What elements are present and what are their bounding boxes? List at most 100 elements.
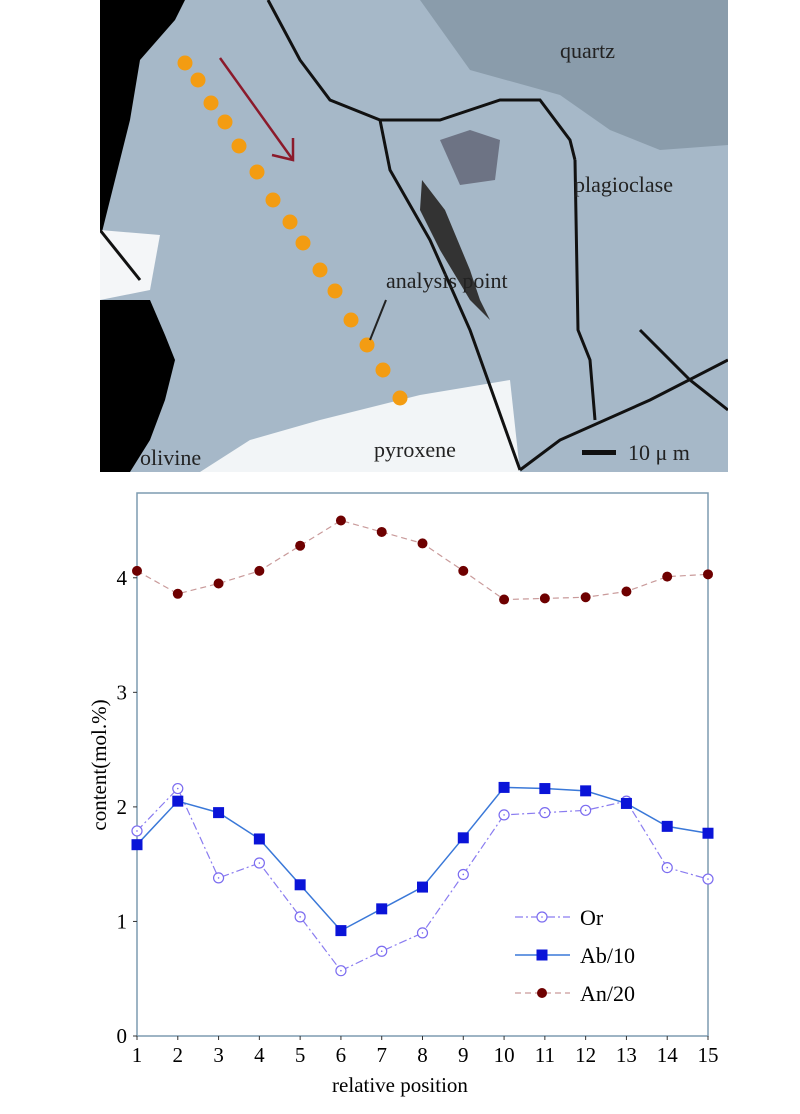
data-point-center: [340, 969, 342, 972]
dark-region: [100, 0, 185, 240]
x-tick-label: 4: [254, 1043, 265, 1067]
legend-marker: [537, 988, 547, 998]
series-line: [136, 787, 709, 972]
x-tick-label: 5: [295, 1043, 306, 1067]
data-point-center: [380, 950, 383, 953]
data-point-center: [544, 811, 546, 814]
data-point: [213, 578, 224, 589]
analysis-point-dot: [392, 390, 408, 406]
analysis-point-dot: [359, 337, 375, 353]
x-axis-ticks: 1 2 3 4 5 6 7 8 9 10 11 12 13 14 15: [132, 1036, 719, 1067]
series-an-20: [132, 515, 713, 605]
analysis-point-dot: [282, 214, 298, 230]
x-tick-label: 12: [575, 1043, 596, 1067]
x-tick-label: 8: [417, 1043, 428, 1067]
data-point: [417, 881, 428, 893]
data-point-center: [503, 814, 505, 816]
y-tick-label: 3: [117, 680, 128, 704]
data-point: [254, 565, 265, 576]
x-tick-label: 9: [458, 1043, 469, 1067]
x-tick-label: 14: [657, 1043, 679, 1067]
data-point: [580, 592, 591, 603]
series-or: [131, 782, 714, 977]
analysis-points: [177, 55, 408, 406]
data-point: [131, 839, 143, 851]
data-point: [457, 832, 469, 844]
x-tick-label: 13: [616, 1043, 637, 1067]
analysis-point-dot: [265, 192, 281, 208]
plot-frame: [136, 492, 709, 1037]
data-point-center: [299, 916, 301, 918]
dark-region-lower: [100, 300, 175, 472]
data-point-center: [462, 873, 465, 876]
data-point-center: [217, 877, 220, 879]
arrow-shaft: [218, 57, 295, 161]
y-axis-label: content(mol.%): [87, 699, 111, 830]
analysis-point-dot: [327, 283, 343, 299]
data-point: [539, 593, 550, 604]
direction-arrow: [218, 57, 295, 162]
analysis-point-label: analysis point: [386, 268, 508, 293]
data-point-center: [584, 809, 587, 812]
data-point: [172, 795, 184, 807]
data-point: [458, 565, 469, 576]
analysis-point-dot: [249, 164, 265, 180]
x-tick-label: 11: [535, 1043, 555, 1067]
y-axis-ticks: 0 1 2 3 4: [117, 566, 137, 1048]
x-tick-label: 2: [173, 1043, 184, 1067]
data-point: [132, 565, 142, 576]
data-point: [376, 526, 387, 537]
scale-label: 10 μ m: [628, 440, 690, 465]
legend-label: Or: [580, 905, 604, 930]
analysis-point-dot: [177, 55, 193, 71]
x-axis-label: relative position: [332, 1073, 468, 1097]
x-tick-label: 1: [132, 1043, 143, 1067]
data-point: [417, 538, 428, 549]
x-tick-label: 15: [698, 1043, 719, 1067]
quartz-region: [420, 0, 728, 150]
x-tick-label: 3: [213, 1043, 224, 1067]
y-tick-label: 2: [117, 795, 128, 819]
dark-inclusion-top: [440, 130, 500, 185]
cracks: [100, 0, 728, 472]
analysis-point-leader: [369, 299, 387, 341]
x-tick-label: 7: [376, 1043, 387, 1067]
y-tick-label: 1: [117, 909, 128, 933]
data-point: [702, 827, 714, 839]
pyroxene-label: pyroxene: [374, 437, 456, 462]
data-point: [620, 797, 632, 809]
data-point: [376, 903, 388, 915]
olivine-label: olivine: [140, 445, 201, 470]
legend-marker-center: [541, 916, 543, 918]
data-point: [253, 833, 265, 845]
data-point: [294, 879, 306, 891]
analysis-point-dot: [343, 312, 359, 328]
data-point: [295, 540, 306, 551]
data-point: [703, 569, 713, 580]
arrow-head-icon: [271, 138, 295, 162]
analysis-point-dot: [312, 262, 328, 278]
analysis-point-dot: [375, 362, 391, 378]
data-point: [621, 586, 632, 597]
y-tick-label: 0: [117, 1024, 128, 1048]
legend-marker: [536, 949, 548, 961]
analysis-point-dot: [217, 114, 233, 130]
data-point: [335, 925, 347, 937]
series-ab-10: [131, 781, 714, 937]
data-point-center: [707, 878, 709, 880]
quartz-label: quartz: [560, 38, 615, 63]
x-tick-label: 6: [336, 1043, 347, 1067]
analysis-point-dot: [231, 138, 247, 154]
data-point-center: [176, 787, 179, 790]
data-point: [498, 781, 510, 793]
data-point: [335, 515, 346, 526]
x-tick-label: 10: [494, 1043, 515, 1067]
analysis-point-dot: [295, 235, 311, 251]
analysis-point-dot: [190, 72, 206, 88]
legend-label: Ab/10: [580, 943, 635, 968]
data-point: [172, 588, 183, 599]
data-point: [661, 820, 673, 832]
data-point: [662, 571, 673, 582]
pyroxene-grain: [200, 380, 520, 472]
